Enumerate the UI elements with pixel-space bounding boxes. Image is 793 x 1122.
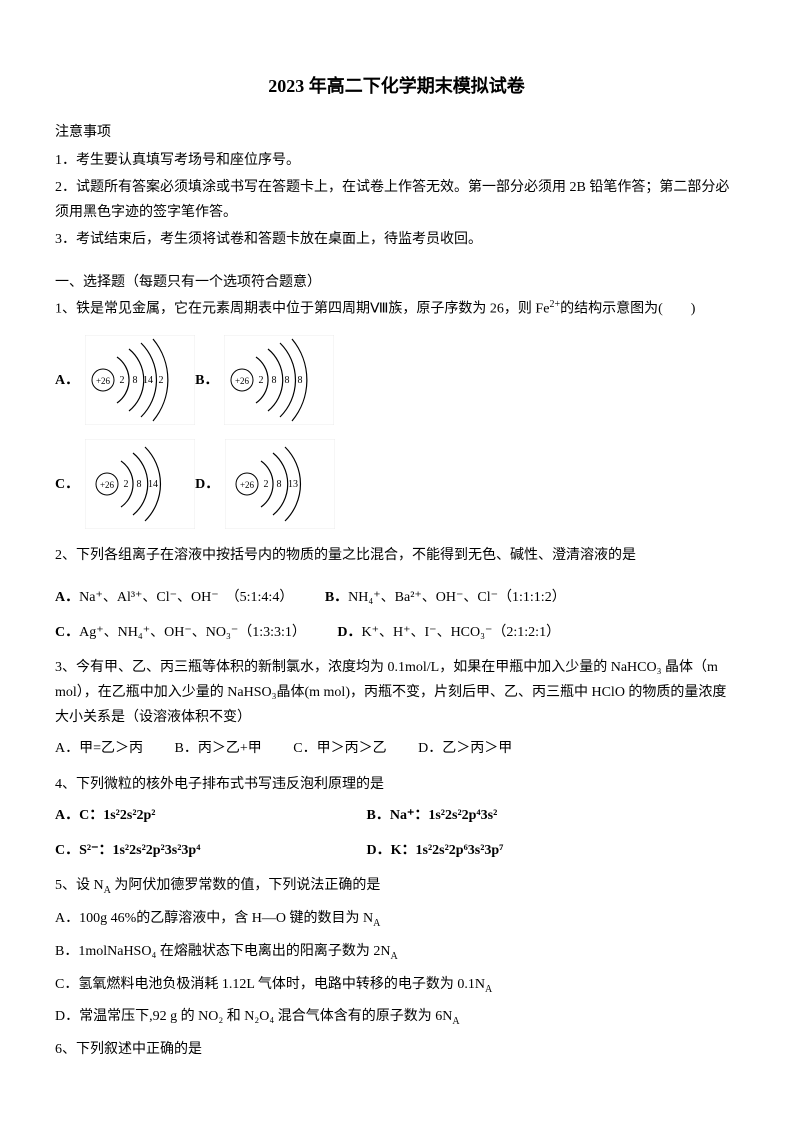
q5-a: A．100g 46%的乙醇溶液中，含 H—O 键的数目为 NA — [55, 906, 738, 933]
q6-text: 6、下列叙述中正确的是 — [55, 1037, 738, 1062]
q1-option-a: A． +26 2 8 14 2 — [55, 335, 195, 425]
svg-text:8: 8 — [285, 375, 290, 386]
q2-b-body: NH₄⁺、Ba²⁺、OH⁻、Cl⁻（1:1:1:2） — [348, 590, 566, 605]
svg-text:8: 8 — [277, 479, 282, 490]
q1-c-label: C． — [55, 472, 79, 497]
svg-text:8: 8 — [272, 375, 277, 386]
q1-b-label: B． — [195, 368, 218, 393]
q4-text: 4、下列微粒的核外电子排布式书写违反泡利原理的是 — [55, 772, 738, 797]
q2-row-ab: A．Na⁺、Al³⁺、Cl⁻、OH⁻ （5:1:4:4） B．NH₄⁺、Ba²⁺… — [55, 585, 738, 610]
q4-a-config: 1s²2s²2p² — [103, 808, 155, 823]
q4-a-label: A．C： — [55, 808, 103, 823]
q5-a-sub: A — [373, 918, 380, 929]
atom-diagram-d: +26 2 8 13 — [225, 439, 335, 529]
svg-text:2: 2 — [120, 375, 125, 386]
q5-sub: A — [104, 885, 111, 896]
q5-b-sub: A — [390, 951, 397, 962]
q1-option-d: D． +26 2 8 13 — [195, 439, 335, 529]
q5-c-text: C．氢氧燃料电池负极消耗 1.12L 气体时，电路中转移的电子数为 0.1N — [55, 977, 485, 992]
q4-c-config: 1s²2s²2p²3s²3p⁴ — [112, 843, 200, 858]
q5-d: D．常温常压下,92 g 的 NO₂ 和 N₂O₄ 混合气体含有的原子数为 6N… — [55, 1004, 738, 1031]
q2-c-label: C． — [55, 625, 79, 640]
svg-text:14: 14 — [148, 479, 158, 490]
q4-row-cd: C．S²⁻：1s²2s²2p²3s²3p⁴ D．K：1s²2s²2p⁶3s²3p… — [55, 838, 738, 863]
q4-b-config: 1s²2s²2p⁴3s² — [428, 808, 497, 823]
q5-b: B．1molNaHSO₄ 在熔融状态下电离出的阳离子数为 2NA — [55, 939, 738, 966]
q3-c: C．甲＞丙＞乙 — [293, 736, 386, 761]
q3-d: D．乙＞丙＞甲 — [418, 736, 512, 761]
q1-row-cd: C． +26 2 8 14 D． +26 2 — [55, 439, 738, 529]
svg-text:8: 8 — [298, 375, 303, 386]
svg-text:+26: +26 — [235, 376, 250, 386]
q3-b: B．丙＞乙+甲 — [175, 736, 262, 761]
svg-text:+26: +26 — [96, 376, 111, 386]
q1-text: 1、铁是常见金属，它在元素周期表中位于第四周期Ⅷ族，原子序数为 26，则 Fe2… — [55, 296, 738, 322]
q5-c: C．氢氧燃料电池负极消耗 1.12L 气体时，电路中转移的电子数为 0.1NA — [55, 972, 738, 999]
atom-diagram-b: +26 2 8 8 8 — [224, 335, 334, 425]
q5-a-text: A．100g 46%的乙醇溶液中，含 H—O 键的数目为 N — [55, 911, 373, 926]
q2-c-body: Ag⁺、NH₄⁺、OH⁻、NO₃⁻（1:3:3:1） — [79, 625, 306, 640]
q4-d-label: D．K： — [367, 843, 416, 858]
svg-text:2: 2 — [159, 375, 164, 386]
q1-suffix: 的结构示意图为( ) — [560, 301, 695, 316]
q2-a-body: Na⁺、Al³⁺、Cl⁻、OH⁻ （5:1:4:4） — [79, 590, 293, 605]
q4-row-ab: A．C：1s²2s²2p² B．Na⁺：1s²2s²2p⁴3s² — [55, 803, 738, 828]
q5-d-text: D．常温常压下,92 g 的 NO₂ 和 N₂O₄ 混合气体含有的原子数为 6N — [55, 1009, 452, 1024]
q5-c-sub: A — [485, 983, 492, 994]
q2-d-body: K⁺、H⁺、I⁻、HCO₃⁻（2:1:2:1） — [362, 625, 561, 640]
notice-header: 注意事项 — [55, 120, 738, 145]
svg-text:2: 2 — [124, 479, 129, 490]
svg-text:8: 8 — [137, 479, 142, 490]
q4-b-label: B．Na⁺： — [367, 808, 429, 823]
q1-d-label: D． — [195, 472, 219, 497]
q1-a-label: A． — [55, 368, 79, 393]
q2-d-label: D． — [337, 625, 361, 640]
exam-title: 2023 年高二下化学期末模拟试卷 — [55, 70, 738, 102]
svg-text:2: 2 — [259, 375, 264, 386]
q3-options: A．甲=乙＞丙 B．丙＞乙+甲 C．甲＞丙＞乙 D．乙＞丙＞甲 — [55, 736, 738, 761]
q2-a-label: A． — [55, 590, 79, 605]
q1-row-ab: A． +26 2 8 14 2 B． +26 — [55, 335, 738, 425]
notice-1: 1．考生要认真填写考场号和座位序号。 — [55, 148, 738, 173]
q5-prefix: 5、设 N — [55, 878, 104, 893]
q4-c-label: C．S²⁻： — [55, 843, 112, 858]
atom-diagram-c: +26 2 8 14 — [85, 439, 195, 529]
svg-text:14: 14 — [143, 375, 153, 386]
q1-sup: 2+ — [549, 299, 560, 310]
svg-text:+26: +26 — [240, 480, 255, 490]
q1-prefix: 1、铁是常见金属，它在元素周期表中位于第四周期Ⅷ族，原子序数为 26，则 Fe — [55, 301, 549, 316]
q3-a: A．甲=乙＞丙 — [55, 736, 143, 761]
section-one-header: 一、选择题（每题只有一个选项符合题意） — [55, 270, 738, 295]
q5-suffix: 为阿伏加德罗常数的值，下列说法正确的是 — [111, 878, 381, 893]
q5-d-sub: A — [452, 1016, 459, 1027]
q1-option-b: B． +26 2 8 8 8 — [195, 335, 334, 425]
q1-option-c: C． +26 2 8 14 — [55, 439, 195, 529]
q2-row-cd: C．Ag⁺、NH₄⁺、OH⁻、NO₃⁻（1:3:3:1） D．K⁺、H⁺、I⁻、… — [55, 620, 738, 645]
notice-3: 3．考试结束后，考生须将试卷和答题卡放在桌面上，待监考员收回。 — [55, 227, 738, 252]
svg-text:8: 8 — [133, 375, 138, 386]
q3-text: 3、今有甲、乙、丙三瓶等体积的新制氯水，浓度均为 0.1mol/L，如果在甲瓶中… — [55, 655, 738, 731]
q4-d-config: 1s²2s²2p⁶3s²3p⁷ — [416, 843, 504, 858]
q5-b-text: B．1molNaHSO₄ 在熔融状态下电离出的阳离子数为 2N — [55, 944, 390, 959]
q2-text: 2、下列各组离子在溶液中按括号内的物质的量之比混合，不能得到无色、碱性、澄清溶液… — [55, 543, 738, 568]
svg-text:2: 2 — [264, 479, 269, 490]
q5-text: 5、设 NA 为阿伏加德罗常数的值，下列说法正确的是 — [55, 873, 738, 900]
svg-text:13: 13 — [288, 479, 298, 490]
atom-diagram-a: +26 2 8 14 2 — [85, 335, 195, 425]
q2-b-label: B． — [325, 590, 348, 605]
notice-2: 2．试题所有答案必须填涂或书写在答题卡上，在试卷上作答无效。第一部分必须用 2B… — [55, 175, 738, 225]
svg-text:+26: +26 — [100, 480, 115, 490]
